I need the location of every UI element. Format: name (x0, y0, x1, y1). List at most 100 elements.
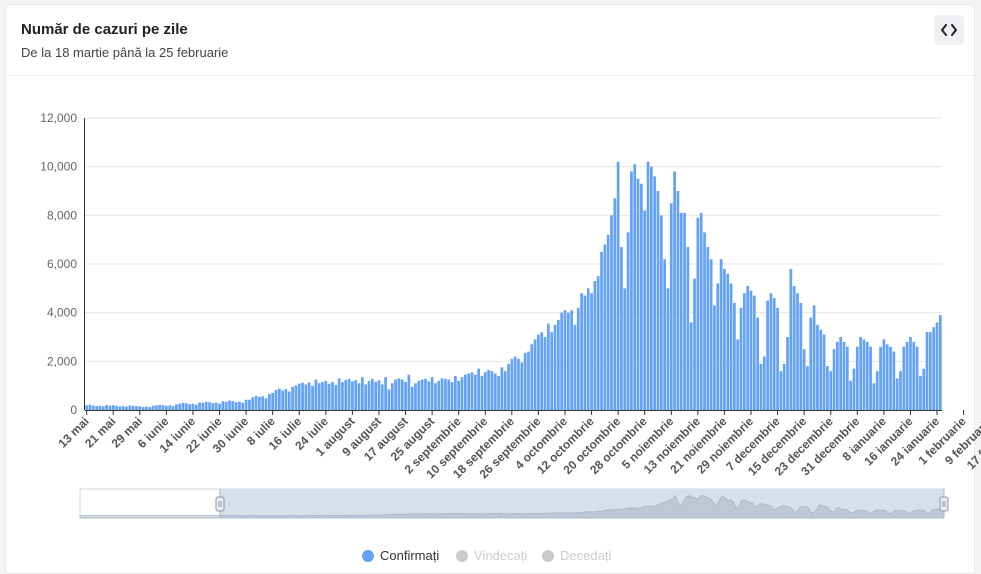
bar[interactable] (380, 384, 384, 410)
bar[interactable] (633, 164, 637, 410)
bar[interactable] (513, 356, 517, 410)
bar[interactable] (131, 405, 135, 410)
bar[interactable] (377, 380, 381, 410)
bar[interactable] (553, 324, 557, 410)
bar[interactable] (792, 285, 796, 410)
bar[interactable] (151, 405, 155, 410)
bar[interactable] (882, 339, 886, 410)
bar[interactable] (676, 191, 680, 410)
bar[interactable] (613, 198, 617, 410)
bar[interactable] (550, 332, 554, 410)
bar[interactable] (95, 406, 98, 410)
bar[interactable] (806, 366, 809, 410)
bar[interactable] (264, 398, 268, 410)
bar[interactable] (424, 378, 427, 410)
bar[interactable] (344, 379, 348, 410)
bar[interactable] (938, 315, 942, 410)
bar[interactable] (158, 404, 162, 410)
bar[interactable] (537, 334, 540, 410)
bar[interactable] (895, 378, 899, 410)
bar[interactable] (666, 288, 670, 410)
bar[interactable] (859, 337, 862, 410)
bar[interactable] (527, 351, 530, 410)
bar[interactable] (238, 401, 241, 410)
bar[interactable] (756, 317, 759, 410)
bar[interactable] (603, 244, 607, 410)
bar[interactable] (407, 374, 411, 410)
bar[interactable] (387, 389, 391, 410)
bar[interactable] (759, 363, 763, 410)
bar[interactable] (649, 166, 653, 410)
bar[interactable] (184, 403, 188, 410)
bar[interactable] (155, 405, 158, 410)
bar[interactable] (686, 246, 690, 410)
bar[interactable] (766, 300, 769, 411)
bar[interactable] (623, 288, 627, 410)
bar[interactable] (277, 388, 281, 410)
bar[interactable] (108, 405, 112, 410)
bar[interactable] (244, 399, 248, 410)
bar[interactable] (663, 259, 666, 410)
bar[interactable] (274, 390, 278, 410)
bar[interactable] (556, 319, 560, 410)
bar[interactable] (228, 400, 231, 410)
bar[interactable] (291, 386, 294, 410)
bar[interactable] (487, 369, 490, 410)
bar[interactable] (540, 332, 544, 410)
bar[interactable] (470, 372, 474, 410)
bar[interactable] (370, 378, 374, 410)
bar[interactable] (845, 346, 849, 410)
bar[interactable] (902, 346, 906, 410)
bar[interactable] (925, 332, 929, 410)
bar[interactable] (789, 268, 793, 410)
bar[interactable] (271, 392, 275, 410)
bar[interactable] (161, 405, 165, 410)
bar[interactable] (231, 401, 235, 410)
bar[interactable] (889, 346, 892, 410)
bar[interactable] (749, 290, 753, 410)
bar[interactable] (463, 374, 467, 410)
range-navigator[interactable] (79, 488, 949, 519)
bar[interactable] (168, 405, 172, 410)
navigator-left-handle[interactable] (215, 496, 225, 512)
bar[interactable] (829, 371, 833, 410)
bar[interactable] (729, 283, 733, 410)
bar[interactable] (500, 367, 504, 410)
bar[interactable] (327, 383, 331, 410)
bar[interactable] (899, 371, 902, 410)
bar[interactable] (404, 382, 407, 410)
bar[interactable] (596, 276, 600, 410)
bar[interactable] (782, 363, 786, 410)
bar[interactable] (211, 403, 215, 410)
bar[interactable] (796, 293, 799, 410)
bar[interactable] (915, 346, 919, 410)
bar[interactable] (444, 378, 447, 410)
bar[interactable] (503, 371, 507, 410)
bar[interactable] (643, 210, 647, 410)
bar[interactable] (822, 334, 826, 410)
bar[interactable] (929, 332, 932, 410)
bar[interactable] (191, 403, 195, 410)
bar[interactable] (693, 278, 696, 410)
bar[interactable] (832, 349, 836, 410)
bar[interactable] (397, 378, 401, 410)
bar[interactable] (826, 366, 829, 410)
bar[interactable] (294, 385, 298, 410)
bar[interactable] (507, 363, 510, 410)
bar[interactable] (865, 341, 869, 410)
bar[interactable] (842, 341, 846, 410)
bar[interactable] (543, 337, 547, 410)
navigator-selection[interactable] (220, 489, 944, 518)
bar[interactable] (696, 217, 700, 410)
bar[interactable] (819, 329, 823, 410)
bar[interactable] (414, 383, 417, 410)
bar[interactable] (743, 293, 746, 410)
bar[interactable] (716, 283, 720, 410)
bar[interactable] (374, 381, 378, 410)
bar[interactable] (802, 349, 806, 410)
bar[interactable] (659, 215, 663, 410)
bar[interactable] (746, 285, 750, 410)
bar[interactable] (394, 379, 397, 410)
bar[interactable] (852, 368, 856, 410)
bar[interactable] (909, 337, 912, 410)
